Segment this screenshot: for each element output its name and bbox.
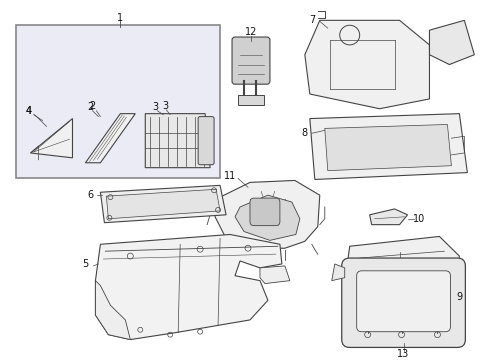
Polygon shape [96,281,130,339]
Text: 1: 1 [117,13,123,23]
Text: 4: 4 [25,106,32,116]
Bar [238,95,264,105]
Polygon shape [145,114,210,168]
Text: 9: 9 [456,292,463,302]
Polygon shape [310,114,467,180]
Polygon shape [369,209,408,225]
Text: 4: 4 [25,106,32,116]
Polygon shape [235,195,300,240]
Text: 7: 7 [310,15,316,25]
FancyBboxPatch shape [198,117,214,165]
Text: 3: 3 [152,102,158,112]
FancyBboxPatch shape [342,258,466,347]
Polygon shape [429,20,474,64]
Polygon shape [85,114,135,163]
Text: 3: 3 [162,101,168,111]
Text: 2: 2 [89,101,96,111]
Text: 8: 8 [302,128,308,138]
Text: 5: 5 [82,259,89,269]
Text: 13: 13 [397,349,410,359]
FancyBboxPatch shape [250,198,280,226]
Polygon shape [106,189,220,219]
Text: 11: 11 [224,171,236,180]
FancyBboxPatch shape [357,271,450,332]
Polygon shape [260,266,290,284]
Bar [16,25,220,177]
Polygon shape [100,185,226,223]
Text: 10: 10 [414,214,426,224]
Polygon shape [345,237,460,315]
FancyBboxPatch shape [232,37,270,84]
Text: 6: 6 [87,190,94,200]
Polygon shape [325,125,451,171]
Polygon shape [30,118,73,158]
Text: 2: 2 [87,102,94,112]
Polygon shape [96,234,282,339]
Polygon shape [332,264,345,281]
Polygon shape [215,180,320,248]
Polygon shape [305,20,429,109]
Text: 12: 12 [245,27,257,37]
